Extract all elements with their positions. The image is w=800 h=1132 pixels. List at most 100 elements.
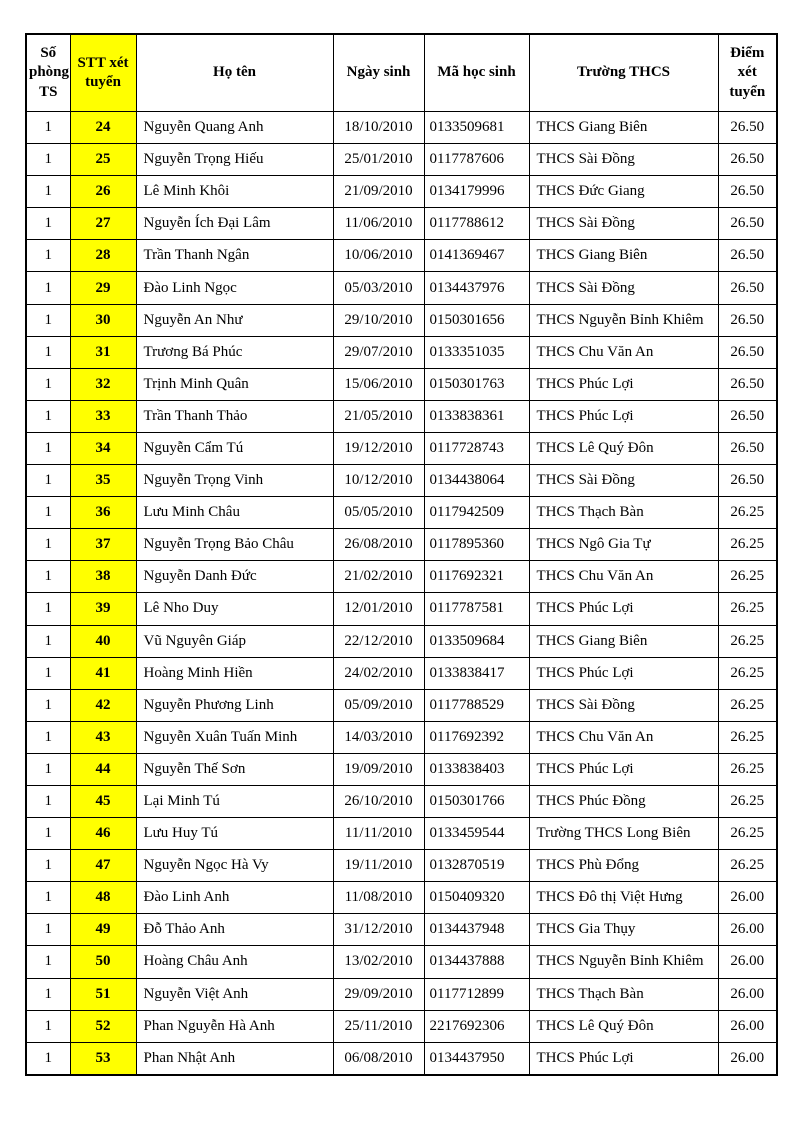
cell-stt: 29 — [69, 271, 137, 305]
cell-student-id: 0117728743 — [423, 431, 530, 466]
cell-full-name: Lê Nho Duy — [135, 592, 334, 626]
cell-student-id: 0117787581 — [423, 592, 530, 626]
cell-school: THCS Giang Biên — [528, 624, 719, 658]
cell-stt: 53 — [69, 1041, 137, 1076]
cell-birth-date: 05/09/2010 — [332, 688, 425, 722]
cell-score: 26.25 — [717, 592, 778, 626]
cell-birth-date: 26/08/2010 — [332, 528, 425, 562]
cell-full-name: Phan Nguyễn Hà Anh — [135, 1009, 334, 1043]
cell-full-name: Nguyễn Cẩm Tú — [135, 431, 334, 466]
cell-stt: 49 — [69, 913, 137, 947]
cell-stt: 47 — [69, 849, 137, 883]
cell-birth-date: 05/05/2010 — [332, 496, 425, 530]
cell-full-name: Trương Bá Phúc — [135, 335, 334, 369]
table-row: 1 53 Phan Nhật Anh 06/08/2010 0134437950 THCS… — [25, 1041, 778, 1076]
cell-stt: 36 — [69, 496, 137, 530]
cell-school: THCS Phúc Lợi — [528, 752, 719, 786]
cell-score: 26.25 — [717, 752, 778, 786]
cell-student-id: 0117712899 — [423, 977, 530, 1011]
table-row: 1 52 Phan Nguyễn Hà Anh 25/11/2010 221769230… — [25, 1009, 778, 1043]
cell-score: 26.25 — [717, 560, 778, 594]
cell-school: THCS Chu Văn An — [528, 335, 719, 369]
table-row: 1 26 Lê Minh Khôi 21/09/2010 0134179996 THCS … — [25, 175, 778, 209]
cell-score: 26.25 — [717, 624, 778, 658]
cell-birth-date: 11/11/2010 — [332, 817, 425, 851]
cell-full-name: Nguyễn Trọng Bảo Châu — [135, 528, 334, 562]
cell-full-name: Nguyễn Trọng Hiếu — [135, 143, 334, 177]
cell-birth-date: 13/02/2010 — [332, 945, 425, 979]
cell-student-id: 0150409320 — [423, 881, 530, 915]
cell-stt: 31 — [69, 335, 137, 369]
cell-student-id: 2217692306 — [423, 1009, 530, 1043]
table-row: 1 36 Lưu Minh Châu 05/05/2010 0117942509 THCS… — [25, 496, 778, 530]
cell-birth-date: 21/02/2010 — [332, 560, 425, 594]
table-row: 1 33 Trần Thanh Thảo 21/05/2010 0133838361 TH… — [25, 399, 778, 433]
cell-school: THCS Phúc Lợi — [528, 656, 719, 690]
cell-student-id: 0117788529 — [423, 688, 530, 722]
cell-stt: 51 — [69, 977, 137, 1011]
cell-full-name: Nguyễn Trọng Vinh — [135, 464, 334, 498]
cell-room-number: 1 — [25, 207, 71, 241]
table-row: 1 34 Nguyễn Cẩm Tú 19/12/2010 0117728743 THCS… — [25, 431, 778, 466]
cell-stt: 39 — [69, 592, 137, 626]
cell-full-name: Nguyễn Quang Anh — [135, 110, 334, 145]
cell-room-number: 1 — [25, 431, 71, 466]
cell-student-id: 0117895360 — [423, 528, 530, 562]
cell-school: THCS Ngô Gia Tự — [528, 528, 719, 562]
cell-school: THCS Phúc Đồng — [528, 784, 719, 819]
table-row: 1 27 Nguyễn Ích Đại Lâm 11/06/2010 011778861… — [25, 207, 778, 241]
cell-full-name: Đào Linh Ngọc — [135, 271, 334, 305]
cell-school: THCS Đức Giang — [528, 175, 719, 209]
cell-student-id: 0132870519 — [423, 849, 530, 883]
cell-birth-date: 22/12/2010 — [332, 624, 425, 658]
cell-room-number: 1 — [25, 464, 71, 498]
table-row: 1 46 Lưu Huy Tú 11/11/2010 0133459544 Trường … — [25, 817, 778, 851]
cell-full-name: Đào Linh Anh — [135, 881, 334, 915]
cell-birth-date: 19/11/2010 — [332, 849, 425, 883]
table-row: 1 29 Đào Linh Ngọc 05/03/2010 0134437976 THCS… — [25, 271, 778, 305]
cell-score: 26.00 — [717, 1009, 778, 1043]
cell-room-number: 1 — [25, 496, 71, 530]
cell-stt: 27 — [69, 207, 137, 241]
table-row: 1 41 Hoàng Minh Hiền 24/02/2010 0133838417 TH… — [25, 656, 778, 690]
cell-school: THCS Sài Đồng — [528, 271, 719, 305]
table-row: 1 42 Nguyễn Phương Linh 05/09/2010 011778852… — [25, 688, 778, 722]
cell-stt: 42 — [69, 688, 137, 722]
cell-room-number: 1 — [25, 592, 71, 626]
cell-full-name: Nguyễn Phương Linh — [135, 688, 334, 722]
cell-birth-date: 29/09/2010 — [332, 977, 425, 1011]
cell-full-name: Vũ Nguyên Giáp — [135, 624, 334, 658]
table-row: 1 30 Nguyễn An Như 29/10/2010 0150301656 THCS… — [25, 303, 778, 337]
cell-score: 26.25 — [717, 688, 778, 722]
table-row: 1 39 Lê Nho Duy 12/01/2010 0117787581 THCS Ph… — [25, 592, 778, 626]
cell-stt: 34 — [69, 431, 137, 466]
cell-score: 26.25 — [717, 496, 778, 530]
cell-student-id: 0117788612 — [423, 207, 530, 241]
cell-score: 26.50 — [717, 367, 778, 401]
cell-student-id: 0133459544 — [423, 817, 530, 851]
cell-score: 26.50 — [717, 143, 778, 177]
cell-student-id: 0134438064 — [423, 464, 530, 498]
cell-room-number: 1 — [25, 624, 71, 658]
cell-full-name: Đỗ Thảo Anh — [135, 913, 334, 947]
table-row: 1 35 Nguyễn Trọng Vinh 10/12/2010 0134438064… — [25, 464, 778, 498]
table-body: 1 24 Nguyễn Quang Anh 18/10/2010 0133509681 T… — [25, 110, 778, 1076]
cell-room-number: 1 — [25, 528, 71, 562]
cell-stt: 26 — [69, 175, 137, 209]
cell-student-id: 0133509684 — [423, 624, 530, 658]
cell-birth-date: 11/08/2010 — [332, 881, 425, 915]
cell-school: THCS Phù Đổng — [528, 849, 719, 883]
cell-full-name: Phan Nhật Anh — [135, 1041, 334, 1076]
cell-school: THCS Sài Đồng — [528, 688, 719, 722]
cell-score: 26.25 — [717, 720, 778, 754]
cell-score: 26.50 — [717, 431, 778, 466]
cell-school: THCS Nguyễn Bỉnh Khiêm — [528, 303, 719, 337]
table-row: 1 50 Hoàng Châu Anh 13/02/2010 0134437888 THC… — [25, 945, 778, 979]
cell-room-number: 1 — [25, 110, 71, 145]
table-row: 1 25 Nguyễn Trọng Hiếu 25/01/2010 0117787606… — [25, 143, 778, 177]
cell-full-name: Hoàng Minh Hiền — [135, 656, 334, 690]
cell-room-number: 1 — [25, 1009, 71, 1043]
cell-room-number: 1 — [25, 849, 71, 883]
cell-school: THCS Lê Quý Đôn — [528, 431, 719, 466]
